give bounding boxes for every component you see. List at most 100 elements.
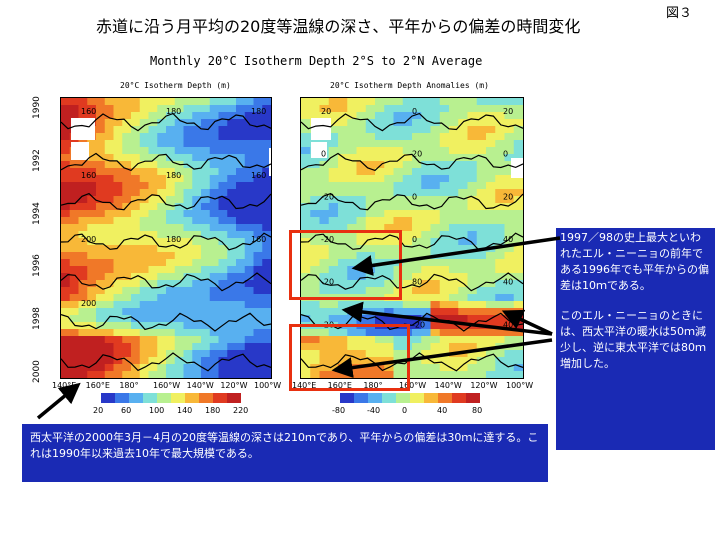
heatmap-cell (166, 245, 176, 253)
heatmap-cell (104, 273, 114, 281)
heatmap-cell (61, 140, 71, 148)
heatmap-cell (96, 245, 106, 253)
heatmap-cell (236, 154, 246, 162)
heatmap-cell (139, 336, 149, 344)
heatmap-cell (393, 280, 404, 288)
heatmap-cell (356, 140, 367, 148)
heatmap-cell (148, 343, 158, 351)
heatmap-cell (104, 301, 114, 309)
heatmap-cell (430, 350, 441, 358)
heatmap-cell (218, 140, 228, 148)
heatmap-cell (458, 315, 468, 323)
heatmap-cell (201, 329, 211, 337)
heatmap-cell (227, 189, 237, 197)
heatmap-cell (319, 98, 330, 106)
heatmap-cell (310, 196, 320, 204)
heatmap-cell (209, 189, 219, 197)
heatmap-cell (467, 231, 478, 239)
heatmap-cell (61, 364, 71, 372)
heatmap-cell (209, 224, 219, 232)
heatmap-cell (148, 266, 158, 274)
heatmap-cell (69, 294, 79, 302)
heatmap-cell (384, 210, 394, 218)
contour-line (301, 272, 523, 292)
heatmap-cell (439, 217, 450, 225)
heatmap-cell (174, 266, 184, 274)
heatmap-cell (384, 112, 394, 120)
heatmap-cell (486, 371, 496, 378)
heatmap-cell (174, 287, 184, 295)
heatmap-cell (131, 147, 141, 155)
heatmap-cell (467, 308, 478, 316)
heatmap-cell (319, 203, 330, 211)
heatmap-cell (458, 364, 468, 372)
heatmap-cell (183, 245, 193, 253)
heatmap-cell (122, 294, 132, 302)
heatmap-cell (157, 161, 167, 169)
heatmap-cell (227, 175, 237, 183)
heatmap-cell (192, 238, 202, 246)
heatmap-cell (61, 98, 71, 106)
heatmap-cell (209, 308, 219, 316)
heatmap-cell (356, 98, 367, 106)
heatmap-cell (375, 287, 385, 295)
heatmap-cell (421, 126, 431, 134)
heatmap-cell (393, 301, 404, 309)
heatmap-cell (476, 238, 487, 246)
heatmap-cell (96, 343, 106, 351)
depth-colorbar (101, 393, 241, 403)
heatmap-cell (183, 231, 193, 239)
heatmap-cell (449, 168, 459, 176)
heatmap-cell (375, 119, 385, 127)
heatmap-cell (347, 182, 357, 190)
heatmap-cell (486, 98, 496, 106)
heatmap-cell (467, 112, 478, 120)
heatmap-cell (301, 161, 311, 169)
heatmap-cell (209, 161, 219, 169)
heatmap-cell (87, 364, 97, 372)
heatmap-cell (61, 112, 71, 120)
heatmap-cell (513, 154, 523, 162)
heatmap-cell (449, 294, 459, 302)
heatmap-cell (174, 343, 184, 351)
heatmap-cell (218, 98, 228, 106)
heatmap-cell (104, 329, 114, 337)
heatmap-cell (218, 329, 228, 337)
heatmap-cell (347, 98, 357, 106)
heatmap-cell (301, 203, 311, 211)
heatmap-cell (209, 336, 219, 344)
heatmap-cell (61, 224, 71, 232)
heatmap-cell (96, 238, 106, 246)
heatmap-cell (365, 196, 376, 204)
heatmap-cell (104, 133, 114, 141)
heatmap-cell (209, 98, 219, 106)
heatmap-cell (244, 196, 254, 204)
heatmap-cell (244, 112, 254, 120)
heatmap-cell (513, 224, 523, 232)
heatmap-cell (495, 182, 505, 190)
heatmap-cell (157, 336, 167, 344)
heatmap-cell (201, 175, 211, 183)
heatmap-cell (384, 189, 394, 197)
heatmap-cell (218, 336, 228, 344)
heatmap-cell (236, 343, 246, 351)
heatmap-cell (458, 175, 468, 183)
heatmap-cell (227, 147, 237, 155)
heatmap-cell (253, 203, 263, 211)
heatmap-cell (347, 147, 357, 155)
heatmap-cell (301, 105, 311, 113)
heatmap-cell (209, 238, 219, 246)
heatmap-cell (104, 154, 114, 162)
heatmap-cell (148, 189, 158, 197)
heatmap-cell (495, 217, 505, 225)
heatmap-cell (384, 336, 394, 344)
heatmap-cell (467, 315, 478, 323)
heatmap-cell (504, 364, 515, 372)
heatmap-cell (166, 126, 176, 134)
heatmap-cell (476, 294, 487, 302)
heatmap-cell (356, 126, 367, 134)
heatmap-cell (384, 217, 394, 225)
heatmap-cell (412, 140, 422, 148)
heatmap-cell (375, 133, 385, 141)
heatmap-cell (486, 364, 496, 372)
